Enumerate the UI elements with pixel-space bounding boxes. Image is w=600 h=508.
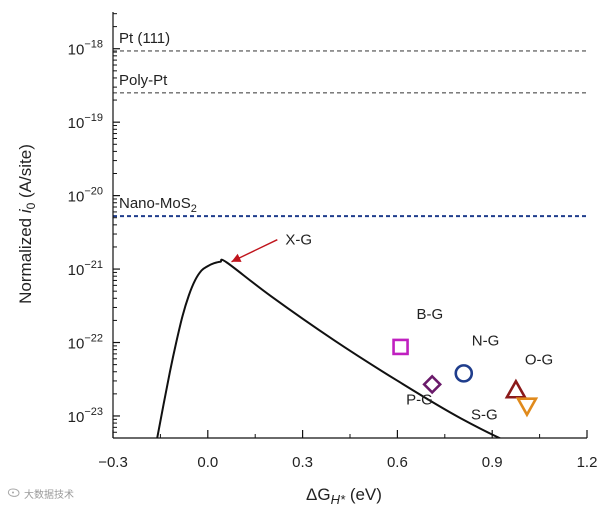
y-axis-title: Normalized i0 (A/site) xyxy=(16,144,38,304)
y-tick-label: 10−23 xyxy=(68,406,103,426)
volcano-curve-group xyxy=(156,258,502,438)
data-markers: B-G N-G P-G O-G S-G xyxy=(392,306,553,424)
reference-line-label: Pt (111) xyxy=(119,30,170,47)
axes: 10−18 10−19 10−20 10−21 10−22 10−23 −0.3 0.0 0.… xyxy=(68,12,597,471)
x-tick-label: 0.6 xyxy=(387,454,408,471)
watermark: 大数据技术 xyxy=(7,488,74,501)
watermark-text: 大数据技术 xyxy=(24,488,74,501)
y-tick-label: 10−21 xyxy=(68,259,103,279)
point-label-B-G: B-G xyxy=(417,306,444,323)
point-label-O-G: O-G xyxy=(525,351,553,368)
reference-line-label: Poly-Pt xyxy=(119,72,168,89)
x-tick-label: 0.0 xyxy=(197,454,218,471)
x-tick-label: 0.3 xyxy=(292,454,313,471)
y-tick-label: 10−22 xyxy=(68,333,103,353)
point-label-P-G: P-G xyxy=(406,391,433,408)
marker-O-G xyxy=(504,378,528,399)
x-tick-label: 0.9 xyxy=(482,454,503,471)
x-tick-label: 1.2 xyxy=(577,454,598,471)
y-ticks: 10−18 10−19 10−20 10−21 10−22 10−23 xyxy=(68,13,120,433)
annotation-arrow-head xyxy=(231,253,242,262)
point-label-S-G: S-G xyxy=(471,407,498,424)
point-label-N-G: N-G xyxy=(472,332,500,349)
x-tick-label: −0.3 xyxy=(98,454,128,471)
reference-line-label: Nano-MoS2 xyxy=(119,195,197,215)
marker-B-G xyxy=(392,338,409,356)
annotations: X-G xyxy=(231,232,312,263)
volcano-curve xyxy=(156,258,502,438)
watermark-icon-dot xyxy=(12,491,14,494)
watermark-icon-shape xyxy=(7,488,20,497)
reference-lines: Pt (111) Poly-Pt Nano-MoS2 xyxy=(113,30,587,218)
y-tick-label: 10−19 xyxy=(68,112,103,132)
annotation-label: X-G xyxy=(285,232,312,249)
marker-N-G xyxy=(454,364,474,383)
y-tick-label: 10−18 xyxy=(68,39,103,59)
marker-S-G xyxy=(515,397,539,418)
x-ticks: −0.3 0.0 0.3 0.6 0.9 1.2 xyxy=(98,430,597,471)
x-axis-title: ΔGH* (eV) xyxy=(306,485,382,507)
watermark-icon xyxy=(7,488,20,497)
y-tick-label: 10−20 xyxy=(68,186,103,206)
marker-P-G xyxy=(422,374,442,395)
